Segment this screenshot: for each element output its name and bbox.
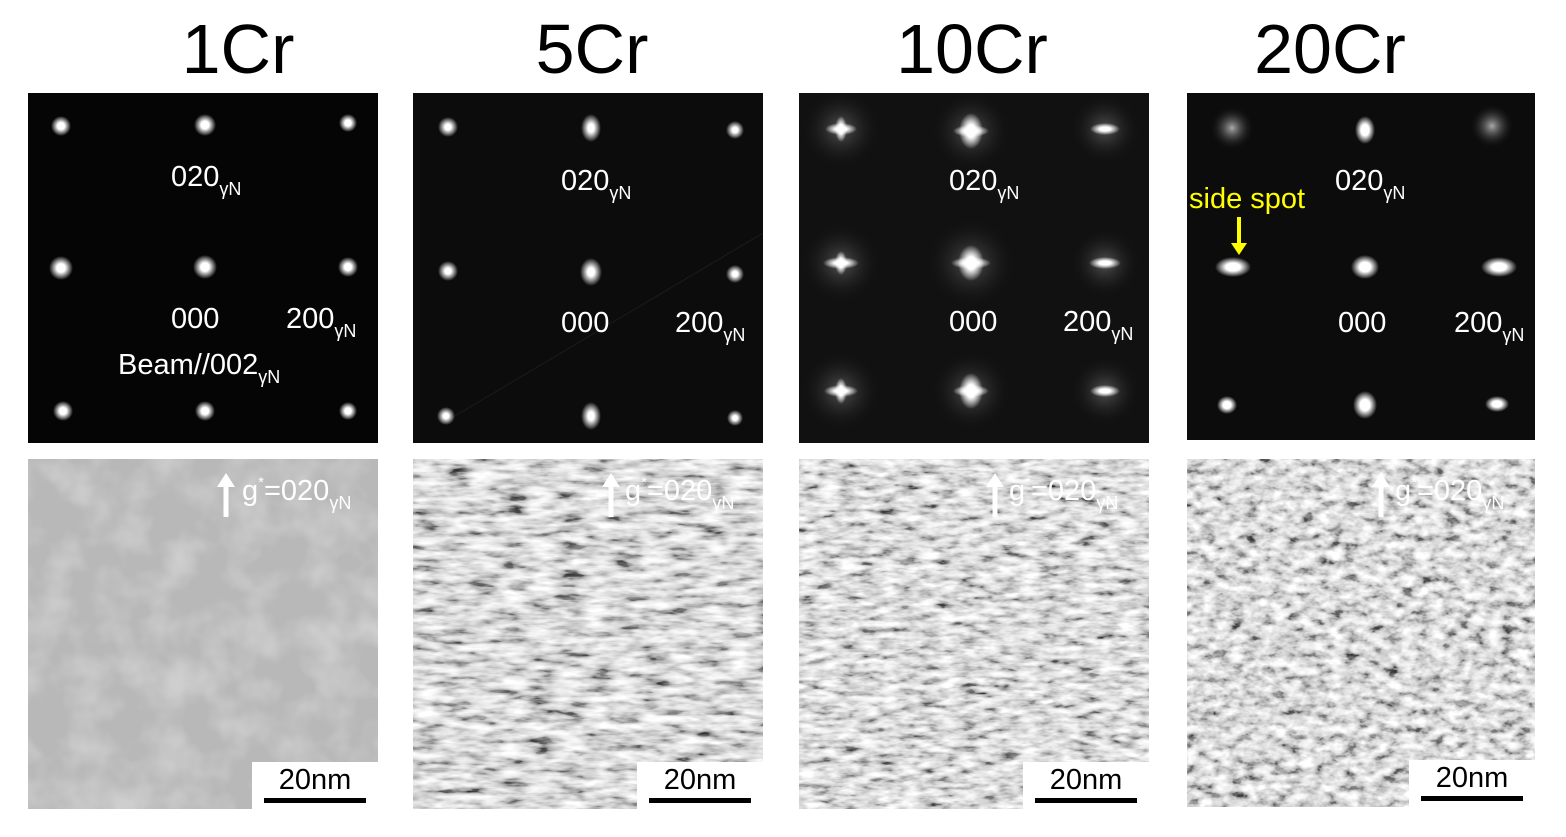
bf-texture-20cr bbox=[1187, 459, 1535, 807]
side-spot-arrow bbox=[1231, 217, 1247, 255]
scale-bar-label: 20nm bbox=[278, 764, 352, 796]
label-200: 200γN bbox=[675, 307, 746, 345]
g-vector-arrow bbox=[1372, 473, 1390, 517]
scale-bar-label: 20nm bbox=[663, 764, 737, 796]
g-vector-label: g*=020γN bbox=[1009, 474, 1119, 513]
scale-bar: 20nm bbox=[252, 762, 378, 809]
column-title-20cr: 20Cr bbox=[1254, 10, 1406, 88]
label-020: 020γN bbox=[1335, 165, 1406, 203]
column-title-10cr: 10Cr bbox=[896, 10, 1048, 88]
scale-bar: 20nm bbox=[1409, 760, 1535, 807]
label-200: 200γN bbox=[1063, 306, 1134, 344]
g-vector-arrow bbox=[602, 473, 620, 517]
scale-bar-line bbox=[1421, 796, 1523, 801]
scale-bar: 20nm bbox=[637, 762, 763, 809]
label-200: 200γN bbox=[286, 303, 357, 341]
diffraction-spots-20cr bbox=[1210, 104, 1517, 419]
diffraction-pattern-10cr: 020γN 000 200γN bbox=[799, 93, 1149, 443]
scale-bar-line bbox=[649, 798, 751, 803]
label-020: 020γN bbox=[949, 165, 1020, 203]
bf-texture-10cr bbox=[799, 459, 1149, 809]
bright-field-image-5cr: g*=020γN 20nm bbox=[413, 459, 763, 809]
bright-field-image-1cr: g*=020γN 20nm bbox=[28, 459, 378, 809]
scale-bar-line bbox=[264, 798, 366, 803]
column-title-5cr: 5Cr bbox=[535, 10, 649, 88]
scale-bar-label: 20nm bbox=[1435, 762, 1509, 794]
scale-bar: 20nm bbox=[1023, 762, 1149, 809]
bright-field-image-10cr: g*=020γN 20nm bbox=[799, 459, 1149, 809]
diffraction-pattern-1cr: 020γN 000 200γN Beam//002γN bbox=[28, 93, 378, 443]
label-000: 000 bbox=[171, 303, 220, 335]
label-000: 000 bbox=[949, 306, 998, 338]
label-200: 200γN bbox=[1454, 307, 1525, 345]
diffraction-spots-5cr bbox=[437, 114, 763, 430]
side-spot-label: side spot bbox=[1189, 183, 1306, 215]
diffraction-spots-1cr bbox=[49, 114, 358, 421]
diffraction-pattern-5cr: 020γN 000 200γN bbox=[413, 93, 763, 443]
label-000: 000 bbox=[561, 307, 610, 339]
bf-texture-1cr bbox=[28, 459, 378, 809]
label-020: 020γN bbox=[561, 165, 632, 203]
g-vector-label: g*=020γN bbox=[242, 474, 352, 513]
column-title-1cr: 1Cr bbox=[181, 10, 295, 88]
g-vector-label: g*=020γN bbox=[1395, 474, 1505, 513]
bf-texture-5cr bbox=[413, 459, 763, 809]
label-000: 000 bbox=[1338, 307, 1387, 339]
g-vector-arrow bbox=[217, 473, 235, 517]
diffraction-spots-10cr bbox=[801, 93, 1140, 431]
bright-field-image-20cr: g*=020γN 20nm bbox=[1187, 459, 1535, 807]
g-vector-label: g*=020γN bbox=[625, 474, 735, 513]
diffraction-pattern-20cr: side spot 020γN 000 200γN bbox=[1187, 93, 1535, 440]
scale-bar-label: 20nm bbox=[1049, 764, 1123, 796]
label-020: 020γN bbox=[171, 161, 242, 199]
scale-bar-line bbox=[1035, 798, 1137, 803]
g-vector-arrow bbox=[986, 473, 1004, 517]
label-beam-direction: Beam//002γN bbox=[118, 349, 281, 387]
